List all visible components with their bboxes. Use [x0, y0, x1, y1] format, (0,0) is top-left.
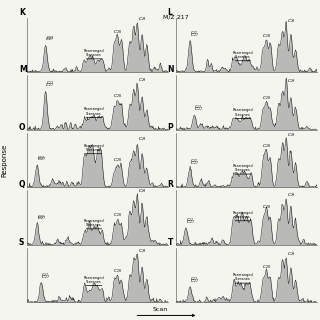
Text: $C_{28}$: $C_{28}$: [262, 142, 270, 150]
Text: Q: Q: [19, 180, 25, 189]
Text: $C_{27}$: $C_{27}$: [45, 36, 54, 43]
Text: P: P: [168, 123, 173, 132]
Text: $C_{27}$: $C_{27}$: [41, 273, 50, 281]
Text: Rearranged
Steranes: Rearranged Steranes: [233, 51, 253, 59]
Text: S: S: [19, 238, 24, 247]
Text: $C_{27}$: $C_{27}$: [190, 277, 199, 284]
Text: $C_{28}$: $C_{28}$: [262, 33, 270, 40]
Text: Scan: Scan: [152, 307, 168, 312]
Text: $C_{29}$: $C_{29}$: [287, 77, 296, 85]
Text: Rearranged
Steranes: Rearranged Steranes: [233, 164, 253, 172]
Text: $C_{29}$: $C_{29}$: [287, 250, 296, 258]
Text: Rearranged
Steranes: Rearranged Steranes: [84, 144, 104, 152]
Text: $C_{28}$: $C_{28}$: [113, 93, 122, 100]
Text: $C_{28}$: $C_{28}$: [113, 28, 122, 36]
Text: Rearranged
Steranes: Rearranged Steranes: [84, 276, 104, 284]
Text: $C_{28}$: $C_{28}$: [262, 203, 270, 211]
Text: K: K: [19, 7, 25, 17]
Text: $C_{27}$: $C_{27}$: [45, 34, 54, 42]
Text: $C_{27}$: $C_{27}$: [37, 156, 46, 163]
Text: $C_{27}$: $C_{27}$: [41, 272, 50, 279]
Text: $C_{29}$: $C_{29}$: [138, 188, 147, 195]
Text: $C_{29}$: $C_{29}$: [138, 76, 147, 84]
Text: T: T: [168, 238, 173, 247]
Text: $C_{27}$: $C_{27}$: [186, 216, 194, 224]
Text: $C_{29}$: $C_{29}$: [287, 191, 296, 199]
Text: M/Z 217: M/Z 217: [163, 14, 189, 20]
Text: Rearranged
Steranes: Rearranged Steranes: [233, 108, 253, 117]
Text: $C_{27}$: $C_{27}$: [190, 157, 198, 165]
Text: $C_{27}$: $C_{27}$: [45, 81, 54, 89]
Text: Rearranged
Steranes: Rearranged Steranes: [84, 219, 104, 227]
Text: $C_{28}$: $C_{28}$: [113, 267, 122, 275]
Text: $C_{29}$: $C_{29}$: [287, 131, 296, 139]
Text: O: O: [19, 123, 25, 132]
Text: $C_{27}$: $C_{27}$: [194, 105, 203, 113]
Text: $C_{28}$: $C_{28}$: [113, 211, 122, 219]
Text: $C_{28}$: $C_{28}$: [113, 156, 122, 164]
Text: Rearranged
Steranes: Rearranged Steranes: [84, 108, 104, 116]
Text: $C_{27}$: $C_{27}$: [190, 275, 198, 283]
Text: $C_{29}$: $C_{29}$: [138, 15, 147, 22]
Text: Rearranged
Steranes: Rearranged Steranes: [84, 49, 104, 57]
Text: $C_{27}$: $C_{27}$: [186, 218, 195, 226]
Text: $C_{27}$: $C_{27}$: [190, 159, 199, 166]
Text: L: L: [168, 7, 172, 17]
Text: $C_{27}$: $C_{27}$: [190, 29, 198, 37]
Text: $C_{27}$: $C_{27}$: [37, 154, 45, 162]
Text: N: N: [168, 65, 174, 74]
Text: $C_{29}$: $C_{29}$: [138, 247, 147, 255]
Text: Response: Response: [2, 143, 8, 177]
Text: $C_{28}$: $C_{28}$: [262, 263, 270, 271]
Text: $C_{27}$: $C_{27}$: [190, 31, 199, 38]
Text: M: M: [19, 65, 27, 74]
Text: $C_{29}$: $C_{29}$: [287, 17, 296, 25]
Text: $C_{27}$: $C_{27}$: [194, 103, 203, 111]
Text: $C_{27}$: $C_{27}$: [37, 213, 45, 220]
Text: $C_{29}$: $C_{29}$: [138, 136, 147, 143]
Text: Rearranged
Steranes: Rearranged Steranes: [233, 211, 253, 219]
Text: $C_{28}$: $C_{28}$: [262, 94, 270, 102]
Text: $C_{27}$: $C_{27}$: [37, 215, 46, 222]
Text: $C_{27}$: $C_{27}$: [45, 80, 54, 87]
Text: R: R: [168, 180, 173, 189]
Text: Rearranged
Steranes: Rearranged Steranes: [233, 273, 253, 282]
